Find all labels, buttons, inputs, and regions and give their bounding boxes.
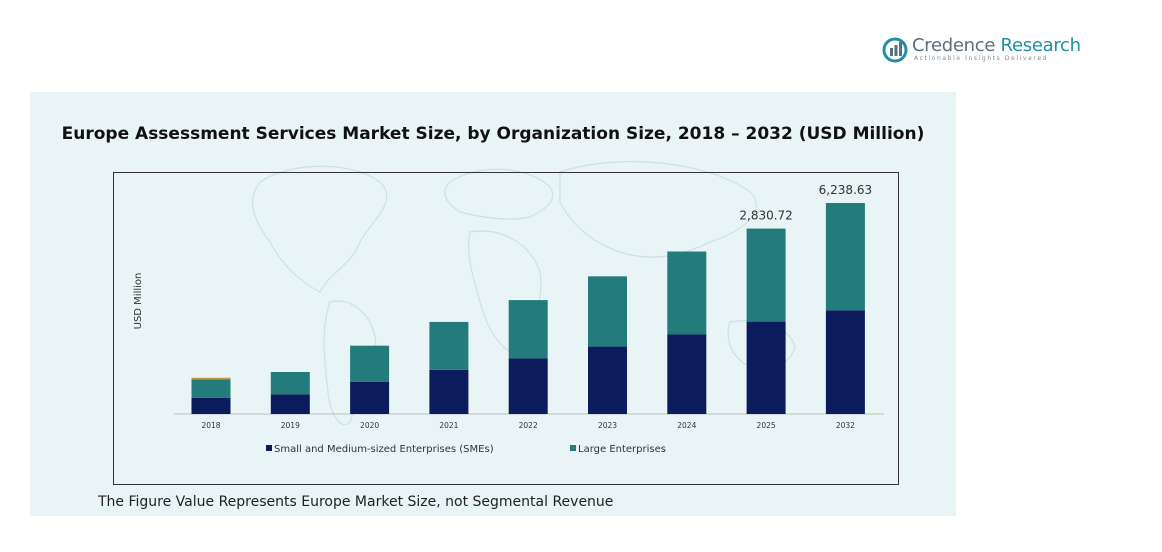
bar-large-enterprises-2025 — [746, 228, 786, 322]
bar-large-enterprises-2018 — [191, 379, 231, 398]
brand-tagline: Actionable Insights Delivered — [914, 55, 1049, 62]
legend-label-smes: Small and Medium-sized Enterprises (SMEs… — [274, 444, 494, 455]
total-label-2032: 6,238.63 — [819, 183, 872, 197]
bar-large-enterprises-2024 — [667, 251, 707, 335]
bar-smes-2025 — [746, 321, 786, 414]
bar-smes-2021 — [429, 369, 469, 414]
bar-large-enterprises-2021 — [429, 321, 469, 370]
bar-smes-2024 — [667, 334, 707, 414]
credence-logo-icon — [882, 37, 908, 63]
bar-smes-2032 — [825, 310, 865, 414]
bar-large-enterprises-2019 — [270, 371, 310, 395]
footnote: The Figure Value Represents Europe Marke… — [98, 494, 614, 510]
bars-layer — [174, 203, 884, 415]
x-tick-label-2032: 2032 — [836, 421, 855, 430]
brand-name: Credence Research — [912, 35, 1081, 56]
bar-smes-2022 — [508, 358, 548, 414]
x-tick-label-2018: 2018 — [201, 421, 220, 430]
labels-layer: USD Million 2018 2019 2020 2021 2022 2023 2024 2… — [133, 183, 872, 430]
x-tick-label-2025: 2025 — [757, 421, 776, 430]
legend-swatch-large-enterprises — [570, 445, 576, 451]
bar-smes-2020 — [350, 381, 390, 414]
legend: Small and Medium-sized Enterprises (SMEs… — [266, 444, 666, 455]
bar-large-enterprises-2022 — [508, 300, 548, 359]
brand-name-part2: Research — [995, 35, 1081, 56]
x-tick-label-2024: 2024 — [677, 421, 696, 430]
bar-smes-2023 — [588, 346, 627, 414]
x-tick-label-2022: 2022 — [519, 421, 538, 430]
chart-title: Europe Assessment Services Market Size, … — [61, 124, 925, 144]
bar-top-accent-2018 — [191, 377, 231, 380]
bar-large-enterprises-2020 — [350, 345, 390, 382]
chart-panel — [30, 92, 956, 516]
brand-logo: Credence Research Actionable Insights De… — [882, 33, 1082, 67]
x-tick-label-2021: 2021 — [439, 421, 458, 430]
y-axis-label: USD Million — [133, 273, 144, 330]
bar-large-enterprises-2032 — [825, 203, 865, 311]
bar-smes-2019 — [270, 394, 310, 414]
x-tick-label-2020: 2020 — [360, 421, 379, 430]
brand-name-part1: Credence — [912, 35, 996, 56]
x-tick-label-2023: 2023 — [598, 421, 617, 430]
chart-plot-area: USD Million 2018 2019 2020 2021 2022 2023 2024 2… — [113, 172, 899, 485]
chart-svg: USD Million 2018 2019 2020 2021 2022 2023 2024 2… — [133, 183, 884, 455]
bar-large-enterprises-2023 — [588, 276, 627, 347]
legend-swatch-smes — [266, 445, 272, 451]
x-tick-label-2019: 2019 — [281, 421, 300, 430]
legend-label-large-enterprises: Large Enterprises — [578, 444, 666, 455]
bar-smes-2018 — [191, 397, 231, 414]
total-label-2025: 2,830.72 — [739, 209, 792, 223]
